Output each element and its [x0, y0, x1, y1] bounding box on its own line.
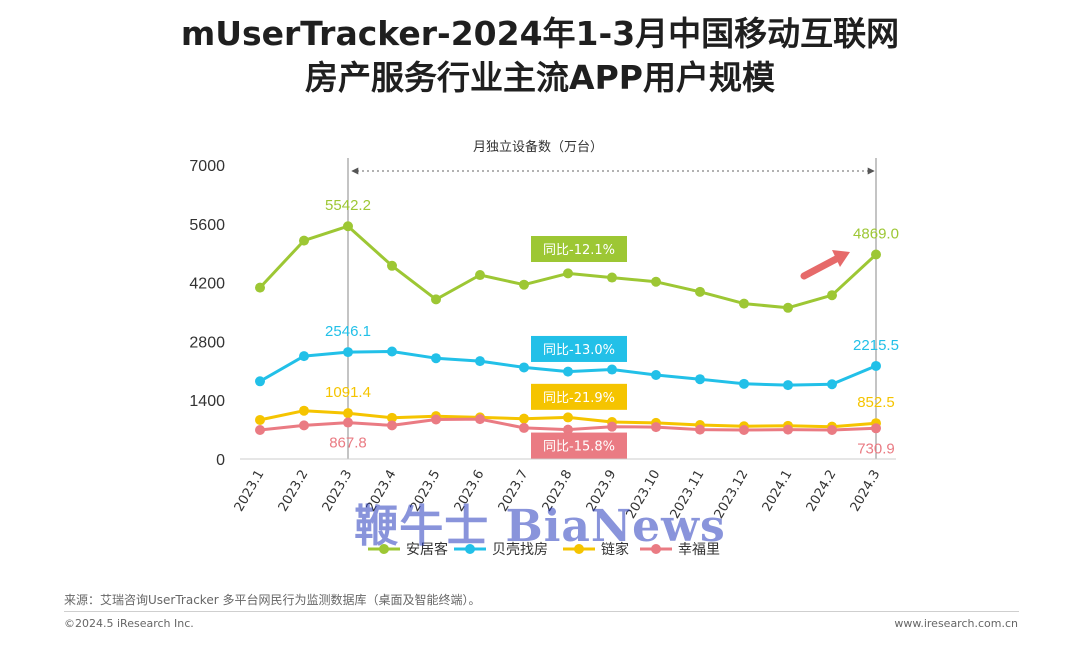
y-tick-label: 5600 [189, 217, 225, 234]
data-point [299, 405, 309, 416]
data-label: 867.8 [329, 435, 367, 452]
yoy-badge-text: 同比-15.8% [543, 440, 615, 455]
legend-label: 贝壳找房 [492, 541, 548, 558]
data-point [387, 346, 397, 357]
y-tick-label: 1400 [189, 393, 225, 410]
data-point [519, 362, 529, 373]
yoy-badge-text: 同比-21.9% [543, 391, 615, 406]
data-point [255, 376, 265, 387]
data-point [387, 420, 397, 431]
watermark: 鞭牛士 BiaNews [354, 501, 726, 552]
data-label: 5542.2 [325, 197, 371, 214]
data-point [871, 423, 881, 434]
data-point [299, 351, 309, 362]
data-point [563, 412, 573, 423]
data-point [255, 282, 265, 293]
data-label: 2215.5 [853, 337, 899, 354]
data-point [431, 353, 441, 364]
data-point [343, 347, 353, 358]
data-point [871, 249, 881, 260]
data-point [783, 424, 793, 435]
data-point [519, 413, 529, 424]
data-point [827, 379, 837, 390]
legend-swatch-dot [574, 544, 584, 554]
data-point [695, 286, 705, 297]
copyright: ©2024.5 iResearch Inc. [64, 617, 194, 630]
data-point [519, 279, 529, 290]
data-point [695, 424, 705, 435]
data-point [387, 260, 397, 271]
data-point [563, 366, 573, 377]
data-point [431, 294, 441, 305]
annotations: 同比-12.1% 同比-13.0% 同比-21.9% 同比-15.8% [531, 236, 850, 459]
data-point [475, 356, 485, 367]
data-point [255, 425, 265, 436]
data-point [519, 422, 529, 433]
data-point [739, 425, 749, 436]
data-point [739, 298, 749, 309]
trend-arrowhead-icon [832, 250, 850, 267]
data-point [783, 380, 793, 391]
data-point [695, 374, 705, 385]
y-tick-label: 2800 [189, 334, 225, 351]
legend-label: 安居客 [406, 541, 448, 558]
data-label: 1091.4 [325, 384, 371, 401]
data-label: 4869.0 [853, 226, 899, 243]
yoy-badge [531, 236, 627, 262]
yoy-badge [531, 432, 627, 459]
data-label: 2546.1 [325, 323, 371, 340]
data-point [827, 425, 837, 436]
data-point [475, 270, 485, 281]
footer-divider [64, 611, 1019, 612]
data-point [651, 422, 661, 433]
legend-swatch-dot [379, 544, 389, 554]
data-point [431, 414, 441, 425]
yoy-badge [531, 335, 627, 362]
data-point [607, 421, 617, 432]
data-point [827, 290, 837, 301]
data-point [387, 412, 397, 423]
y-axis-label: 月独立设备数（万台） [473, 139, 603, 155]
data-label: 730.9 [857, 440, 895, 457]
data-point [563, 268, 573, 279]
series-points [255, 221, 881, 436]
yoy-badge-text: 同比-12.1% [543, 243, 615, 258]
source-note: 来源：艾瑞咨询UserTracker 多平台网民行为监测数据库（桌面及智能终端）… [64, 593, 481, 607]
y-tick-label: 4200 [189, 276, 225, 293]
data-point [783, 302, 793, 313]
legend-swatch-dot [465, 544, 475, 554]
data-point [343, 408, 353, 419]
data-point [651, 276, 661, 287]
legend-label: 链家 [601, 541, 629, 558]
data-point [563, 424, 573, 435]
data-point [255, 414, 265, 425]
yoy-badge-text: 同比-13.0% [543, 343, 615, 358]
chart-title-line1: mUserTracker-2024年1-3月中国移动互联网 [180, 14, 900, 53]
data-point [871, 360, 881, 371]
data-point [607, 272, 617, 283]
website-link[interactable]: www.iresearch.com.cn [894, 617, 1018, 630]
data-point [651, 370, 661, 380]
data-point [343, 417, 353, 428]
legend-label: 幸福里 [678, 542, 720, 558]
data-point [299, 420, 309, 431]
legend-swatch-dot [651, 544, 661, 554]
data-labels: 5542.2 4869.0 2546.1 2215.5 1091.4 852.5 867.8… [325, 197, 899, 457]
y-tick-label: 7000 [189, 158, 225, 175]
data-point [607, 364, 617, 375]
chart-title-line2: 房产服务行业主流APP用户规模 [305, 58, 775, 97]
yoy-badge [531, 383, 627, 410]
data-label: 852.5 [857, 394, 895, 411]
y-tick-label: 0 [216, 452, 225, 469]
data-point [343, 221, 353, 232]
data-point [739, 378, 749, 389]
data-point [475, 414, 485, 425]
trend-arrow-icon [800, 254, 842, 280]
data-point [299, 235, 309, 246]
legend: 安居客 贝壳找房 链家 幸福里 [368, 541, 720, 558]
